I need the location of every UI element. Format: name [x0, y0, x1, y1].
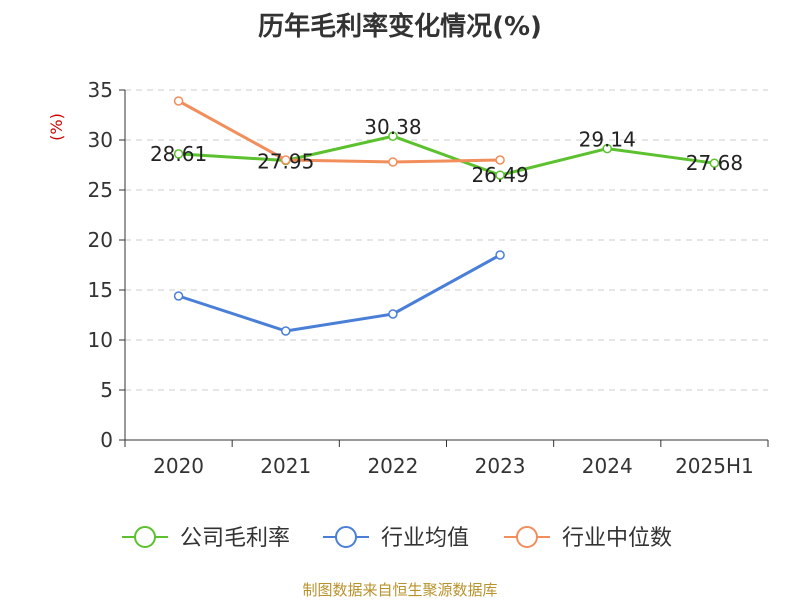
- data-label: 28.61: [150, 142, 207, 166]
- x-tick-label: 2025H1: [675, 454, 754, 478]
- data-point: [602, 143, 612, 154]
- y-tick-label: 5: [100, 378, 113, 402]
- data-point: [388, 131, 398, 141]
- series-line-2: [177, 99, 501, 164]
- y-tick-label: 25: [88, 178, 113, 202]
- x-tick-label: 2024: [582, 454, 633, 478]
- data-label: 29.14: [579, 128, 636, 152]
- legend-swatch-marker: [134, 526, 156, 548]
- x-tick-label: 2021: [260, 454, 311, 478]
- legend-label: 公司毛利率: [180, 526, 290, 551]
- series-line-1: [178, 253, 501, 333]
- data-point: [495, 170, 505, 180]
- y-tick-label: 20: [88, 228, 113, 252]
- x-tick-label: 2022: [367, 454, 418, 478]
- legend-swatch-marker: [516, 526, 538, 548]
- x-tick-label: 2023: [475, 454, 526, 478]
- series-line-0: [178, 134, 715, 177]
- data-point: [495, 155, 505, 165]
- data-point: [281, 326, 291, 336]
- y-tick-label: 30: [88, 128, 113, 152]
- data-point: [709, 158, 720, 168]
- data-point: [173, 96, 184, 106]
- data-label: 26.49: [471, 163, 528, 187]
- data-point: [281, 155, 291, 165]
- legend-label: 行业均值: [381, 526, 469, 551]
- data-label: 27.68: [686, 151, 743, 175]
- data-point: [388, 157, 398, 167]
- y-axis-label: (%): [47, 113, 66, 141]
- data-label: 30.38: [364, 115, 421, 139]
- data-point: [173, 291, 184, 301]
- legend-swatch-marker: [335, 526, 357, 548]
- data-label: 27.95: [257, 150, 314, 174]
- chart-title: 历年毛利率变化情况(%): [258, 12, 542, 42]
- x-tick-label: 2020: [153, 454, 204, 478]
- legend-label: 行业中位数: [562, 526, 672, 551]
- y-tick-label: 0: [100, 428, 113, 452]
- data-point: [495, 250, 505, 260]
- data-point: [388, 309, 398, 319]
- source-note: 制图数据来自恒生聚源数据库: [302, 581, 498, 599]
- y-tick-label: 10: [88, 328, 113, 352]
- y-tick-label: 15: [88, 278, 113, 302]
- y-tick-label: 35: [88, 78, 113, 102]
- data-point: [173, 149, 184, 159]
